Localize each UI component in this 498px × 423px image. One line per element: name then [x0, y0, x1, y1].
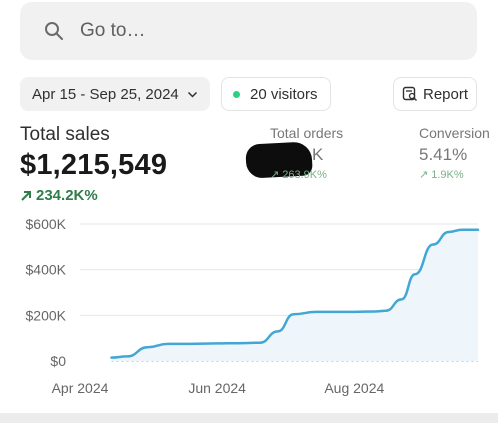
- arrow-up-right-icon: [21, 190, 31, 201]
- date-range-button[interactable]: Apr 15 - Sep 25, 2024: [20, 77, 210, 111]
- total-sales-label: Total sales: [20, 124, 110, 145]
- total-orders-delta: ↗ 263.9K%: [270, 168, 327, 182]
- x-tick-label: Jun 2024: [188, 380, 246, 396]
- arrow-up-right-icon: ↗: [419, 169, 429, 181]
- x-tick-label: Aug 2024: [324, 380, 384, 396]
- search-icon: [45, 22, 63, 40]
- arrow-up-right-icon: ↗: [270, 169, 280, 181]
- report-button[interactable]: Report: [393, 77, 477, 111]
- total-sales-delta-text: 234.2K%: [36, 187, 98, 204]
- total-sales-value: $1,215,549: [20, 149, 168, 181]
- visitors-label: 20 visitors: [250, 85, 318, 103]
- x-tick-label: Apr 2024: [52, 380, 109, 396]
- search-bar[interactable]: Go to…: [20, 2, 477, 60]
- y-tick-label: $200K: [26, 307, 67, 323]
- report-icon: [402, 86, 417, 101]
- conversion-label: Conversion: [419, 125, 490, 141]
- total-orders-value: K: [312, 145, 324, 164]
- sales-line-chart: $0 $200K $400K $600K Apr 2024 Jun 2024 Aug 202…: [26, 216, 480, 396]
- chevron-down-icon: [187, 91, 197, 98]
- series-area: [111, 229, 478, 361]
- search-input[interactable]: Go to…: [80, 20, 146, 41]
- conversion-delta-text: 1.9K%: [431, 168, 464, 181]
- report-label: Report: [423, 85, 469, 103]
- bottom-bar: [0, 413, 498, 423]
- series-line-total-sales: [110, 228, 480, 359]
- total-orders-label: Total orders: [270, 125, 344, 141]
- y-tick-label: $600K: [26, 216, 67, 232]
- total-sales-delta: 234.2K%: [20, 187, 98, 204]
- visitors-button[interactable]: 20 visitors: [221, 77, 331, 111]
- conversion-value: 5.41%: [419, 145, 468, 164]
- y-tick-label: $400K: [26, 262, 67, 278]
- total-orders-delta-text: 263.9K%: [282, 168, 327, 181]
- date-range-label: Apr 15 - Sep 25, 2024: [32, 85, 179, 103]
- y-tick-label: $0: [50, 353, 66, 369]
- live-dot-icon: [233, 90, 240, 98]
- conversion-delta: ↗ 1.9K%: [419, 168, 464, 182]
